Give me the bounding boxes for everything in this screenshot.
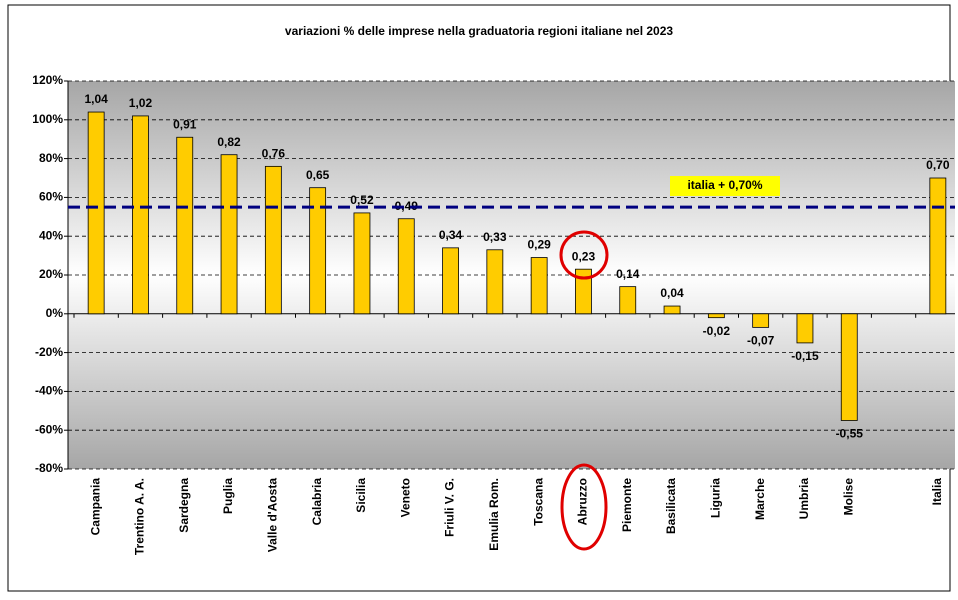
x-tick-label: Puglia	[221, 478, 235, 514]
chart-title: variazioni % delle imprese nella graduat…	[285, 24, 673, 38]
bar	[87, 111, 105, 315]
y-tick-label: -60%	[35, 422, 63, 436]
bar	[530, 257, 548, 315]
data-label: 0,34	[439, 228, 463, 242]
bar	[707, 313, 725, 319]
y-tick-label: 60%	[39, 190, 63, 204]
bar	[264, 165, 282, 315]
data-label: 0,65	[306, 168, 330, 182]
data-label: 0,49	[395, 199, 419, 213]
y-tick-label: 0%	[46, 306, 64, 320]
data-label: 0,76	[262, 147, 286, 161]
data-label: -0,55	[836, 427, 864, 441]
bar	[442, 247, 459, 315]
x-tick-label: Friuli V. G.	[443, 478, 457, 537]
y-tick-label: 80%	[39, 151, 63, 165]
data-label: -0,15	[791, 349, 819, 363]
bar	[929, 177, 947, 315]
x-tick-label: Sardegna	[177, 478, 191, 533]
bar	[132, 115, 149, 315]
bar	[663, 305, 681, 315]
data-label: -0,07	[747, 334, 775, 348]
y-tick-label: 40%	[39, 228, 63, 242]
annotation-box	[670, 176, 780, 196]
data-label: 0,33	[483, 230, 507, 244]
x-tick-label: Molise	[841, 478, 855, 516]
x-tick-label: Umbria	[797, 478, 811, 520]
data-label: 0,23	[572, 249, 596, 263]
bar	[309, 187, 327, 315]
y-tick-label: 120%	[32, 73, 63, 87]
x-tick-label: Liguria	[709, 478, 723, 518]
data-label: 0,82	[217, 135, 241, 149]
x-tick-label: Emulia Rom.	[487, 478, 501, 551]
annotation: italia + 0,70%	[687, 178, 762, 192]
bar	[752, 313, 770, 328]
x-tick-label: Calabria	[310, 478, 324, 526]
data-label: 1,04	[84, 92, 108, 106]
data-label: 0,52	[350, 193, 374, 207]
x-tick-label: Abruzzo	[576, 478, 590, 525]
bar	[575, 268, 592, 315]
data-label: 0,04	[660, 286, 684, 300]
y-tick-label: -20%	[35, 345, 63, 359]
x-tick-label: Marche	[753, 478, 767, 520]
x-tick-label: Veneto	[398, 478, 412, 517]
data-label: 0,91	[173, 117, 197, 131]
data-label: -0,02	[703, 324, 731, 338]
bar	[486, 249, 504, 315]
bar	[353, 212, 371, 315]
y-tick-label: 20%	[39, 267, 63, 281]
y-tick-label: -80%	[35, 461, 63, 475]
data-label: 1,02	[129, 96, 153, 110]
data-label: 0,70	[926, 158, 950, 172]
x-tick-label: Toscana	[531, 478, 545, 526]
x-tick-label: Piemonte	[620, 478, 634, 532]
bar	[397, 218, 415, 315]
x-tick-label: Valle d'Aosta	[266, 478, 280, 553]
data-label: 0,29	[527, 238, 551, 252]
highlight-circle	[560, 463, 608, 551]
y-tick-label: 100%	[32, 112, 63, 126]
x-tick-label: Campania	[88, 478, 102, 536]
y-tick-label: -40%	[35, 384, 63, 398]
highlight-circle	[559, 230, 609, 280]
x-tick-label: Basilicata	[664, 478, 678, 534]
bar	[176, 136, 194, 315]
bar	[796, 313, 814, 344]
bar	[840, 313, 858, 421]
x-tick-label: Trentino A. A.	[133, 478, 147, 555]
bar	[619, 286, 637, 315]
data-label: 0,14	[616, 267, 640, 281]
bar	[220, 154, 238, 315]
x-tick-label: Sicilia	[354, 478, 368, 513]
x-tick-label: Italia	[930, 478, 944, 506]
